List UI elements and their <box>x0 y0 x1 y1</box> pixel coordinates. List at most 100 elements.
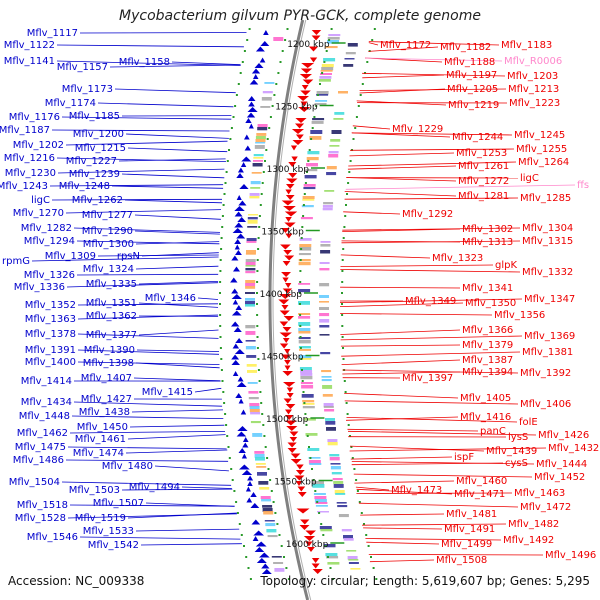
guide-dot <box>359 94 362 96</box>
forward-gene-label: Mflv_1475 <box>15 442 66 453</box>
feature-strip-block <box>245 331 256 335</box>
reverse-gene-arrow <box>309 57 318 63</box>
feature-strip-block <box>250 187 261 189</box>
reverse-gene-label: ispF <box>454 452 474 463</box>
feature-strip-block <box>314 496 327 500</box>
feature-strip-block <box>303 418 316 421</box>
reverse-label-connector <box>368 554 544 556</box>
feature-strip-block <box>245 301 255 305</box>
guide-dot <box>220 248 223 250</box>
forward-gene-label: Mflv_1282 <box>21 223 72 234</box>
guide-dot <box>225 424 228 426</box>
forward-gene-arrow <box>235 250 242 255</box>
reverse-gene-arrow <box>290 453 301 459</box>
feature-strip-block <box>305 169 318 172</box>
reverse-gene-label: Mflv_1323 <box>432 253 483 264</box>
guide-dot <box>343 226 346 228</box>
guide-dot <box>299 325 302 327</box>
guide-dot <box>269 116 272 118</box>
feature-strip-block <box>253 160 263 162</box>
feature-strip-block <box>302 400 315 403</box>
forward-label-connector <box>138 281 219 285</box>
forward-label-connector <box>56 157 227 162</box>
ruler-arc <box>272 19 312 600</box>
forward-gene-label: Mflv_1546 <box>27 532 78 543</box>
guide-dot <box>260 402 263 404</box>
guide-dot <box>273 94 276 96</box>
reverse-gene-label: Mflv_1183 <box>501 40 552 51</box>
feature-strip-block <box>299 349 311 351</box>
reverse-label-connector <box>365 57 503 62</box>
feature-strip-block <box>320 250 331 254</box>
feature-strip-block <box>328 34 341 37</box>
reverse-gene-arrow <box>285 195 295 200</box>
forward-gene-arrow <box>249 79 259 85</box>
guide-dot <box>341 281 344 283</box>
reverse-gene-label: Mflv_1499 <box>441 539 492 550</box>
forward-gene-arrow <box>261 569 272 574</box>
reverse-label-connector <box>344 393 459 399</box>
forward-gene-arrow <box>232 228 243 233</box>
reverse-label-connector <box>340 329 461 335</box>
forward-gene-arrow <box>259 552 270 558</box>
feature-strip-block <box>248 391 259 394</box>
feature-strip-block <box>315 502 328 504</box>
feature-strip-block <box>325 418 335 421</box>
guide-dot <box>268 127 271 129</box>
guide-dot <box>355 479 358 481</box>
forward-label-connector <box>135 528 240 532</box>
reverse-label-connector <box>340 335 523 341</box>
forward-gene-label: Mflv_1294 <box>24 236 75 247</box>
guide-dot <box>354 127 357 129</box>
guide-dot <box>238 523 241 525</box>
reverse-gene-arrow <box>307 547 315 552</box>
ruler-tick-label: 1300 kbp <box>267 165 310 175</box>
reverse-label-connector <box>341 351 521 357</box>
reverse-gene-label: Mflv_1392 <box>520 368 571 379</box>
guide-dot <box>259 204 262 206</box>
guide-dot <box>219 314 222 316</box>
guide-dot <box>224 182 227 184</box>
feature-strip-block <box>343 64 354 67</box>
guide-dot <box>262 424 265 426</box>
forward-gene-arrow <box>247 96 256 101</box>
reverse-gene-label: folE <box>519 417 538 428</box>
guide-dot <box>241 61 244 63</box>
feature-strip-block <box>347 43 358 47</box>
reverse-gene-arrow <box>282 261 291 266</box>
reverse-gene-arrow <box>289 431 299 437</box>
guide-dot <box>357 105 360 107</box>
feature-strip-block <box>327 40 339 44</box>
forward-gene-arrow <box>247 475 254 481</box>
reverse-gene-label: Mflv_1508 <box>436 555 487 566</box>
reverse-gene-label: Mflv_1281 <box>458 191 509 202</box>
reverse-label-connector <box>350 456 453 460</box>
forward-gene-label: Mflv_1528 <box>15 513 66 524</box>
reverse-gene-label: Mflv_1366 <box>462 325 513 336</box>
guide-dot <box>366 61 369 63</box>
forward-gene-arrow <box>236 382 247 387</box>
forward-label-connector <box>181 486 232 489</box>
feature-strip-block <box>271 556 282 558</box>
forward-gene-arrow <box>231 354 240 360</box>
reverse-gene-arrow <box>285 415 294 420</box>
guide-dot <box>230 468 233 470</box>
feature-strip-block <box>312 118 325 121</box>
guide-dot <box>304 182 307 184</box>
guide-dot <box>256 270 259 272</box>
forward-gene-label: Mflv_1518 <box>17 500 68 511</box>
feature-strip-block <box>330 466 341 470</box>
forward-label-connector <box>141 252 219 257</box>
forward-gene-arrow <box>260 41 270 46</box>
guide-dot <box>222 391 225 393</box>
reverse-label-connector <box>340 269 521 273</box>
reverse-label-connector <box>340 264 494 267</box>
reverse-gene-arrow <box>284 222 296 228</box>
feature-strip-block <box>325 553 338 557</box>
feature-strip-block <box>298 262 311 266</box>
guide-dot <box>342 347 344 349</box>
guide-dot <box>228 457 231 459</box>
reverse-label-connector <box>344 191 457 197</box>
guide-dot <box>328 39 331 41</box>
guide-dot <box>248 28 251 30</box>
